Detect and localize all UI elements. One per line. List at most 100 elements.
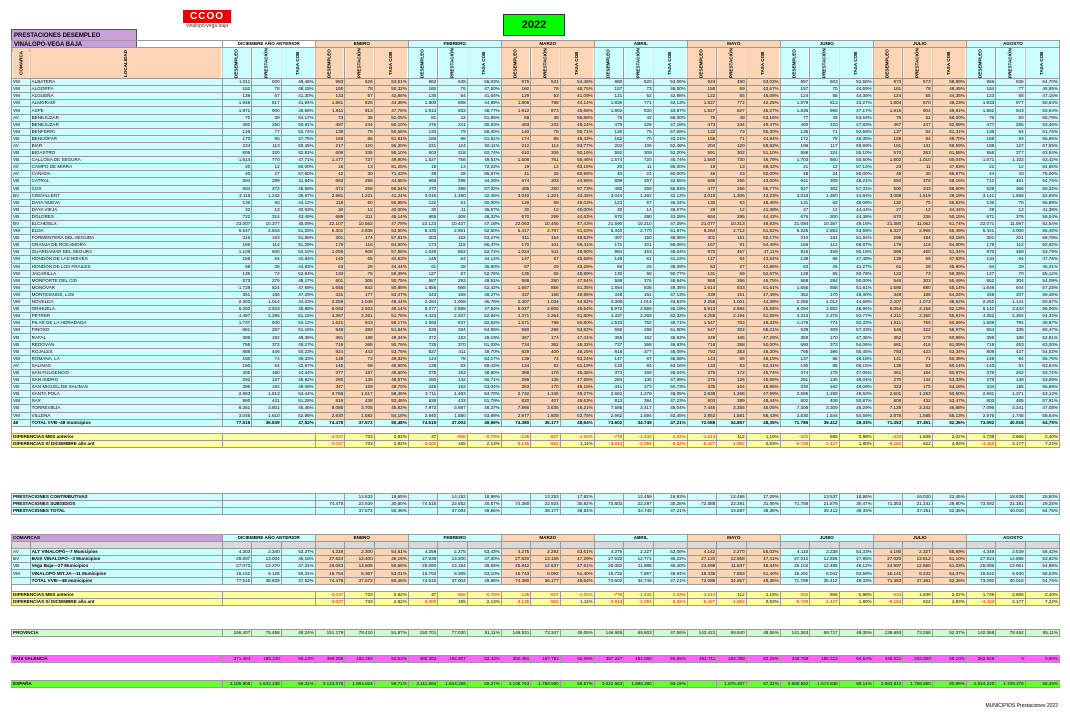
cell: 2.662 <box>593 390 625 399</box>
table-row: VB GRANJA DE ROCAMORA 186 114 61,29% 179 116 64… <box>11 241 1061 250</box>
cell: 2.292 <box>530 548 561 557</box>
table-row: VB CATRAL 694 289 41,64% 663 296 44,65% 666 295 44… <box>11 177 1061 186</box>
cell: 50,68% <box>373 562 409 571</box>
table-row: VM ELDA 5.547 2.843 51,25% 5.301 2.836 53,50% 5.… <box>11 227 1061 236</box>
cell: 121 <box>593 92 625 101</box>
diff-cell: 733 <box>344 590 375 599</box>
cell: 288 <box>623 326 654 335</box>
cell: 48,45% <box>931 85 967 94</box>
cell: 49,51% <box>466 156 502 165</box>
cell: 3.088 <box>872 191 904 200</box>
cell: 82 <box>530 361 561 370</box>
cell: 43,45% <box>559 191 595 200</box>
cell: 188 <box>995 333 1026 342</box>
table-row: VM ALBATERA 1.011 500 49,46% 983 526 53,51% 962 5… <box>11 78 1061 87</box>
cell: 554 <box>965 326 997 335</box>
cell: 2.852 <box>686 411 718 420</box>
cell: 137 <box>779 354 811 363</box>
cell: 13 <box>344 163 375 172</box>
cell: 188 <box>902 290 933 300</box>
cell: 53,05% <box>1024 376 1061 385</box>
cell: 145 <box>407 255 439 264</box>
desempleo-cell <box>686 507 718 516</box>
cell: 411 <box>437 347 468 356</box>
cell: 49,05% <box>559 628 595 638</box>
table-row: VB REDOVÁN 755 372 49,27% 719 365 50,76% 725 370 5… <box>11 340 1061 349</box>
cell: 47,75% <box>280 134 316 143</box>
total-cell: 71.786 <box>779 418 811 427</box>
cell: 11.597 <box>995 219 1026 229</box>
diff-cell: -433 <box>872 590 904 599</box>
cell: 39,39% <box>652 262 688 271</box>
cell: 72.088 <box>686 576 718 585</box>
cell: 866 <box>809 106 840 115</box>
cell: 224 <box>221 141 253 151</box>
diff-cell: 1,80% <box>838 439 874 448</box>
cell: 570 <box>872 149 904 158</box>
cell: 94 <box>995 134 1026 143</box>
cell: 50,50% <box>931 390 967 399</box>
cell: 55,88% <box>559 113 595 122</box>
cell: 20 <box>593 163 625 172</box>
cell: 168 <box>623 368 654 378</box>
diff-cell: -1.514 <box>686 432 718 441</box>
cell: 165 <box>716 333 747 342</box>
cell: 355 <box>593 333 625 342</box>
dic-header: DICIEMBRE AÑO ANTERIOR <box>221 39 316 49</box>
cell: VB <box>11 156 31 165</box>
cell: 6.054 <box>872 305 904 314</box>
cell: 55,83% <box>652 184 688 193</box>
cell: 1.508 <box>500 156 532 165</box>
cell: 53,34% <box>931 347 967 356</box>
cell: 188 <box>344 333 375 342</box>
diff-cell: -6.162 <box>872 439 904 448</box>
cell: VB <box>11 383 31 392</box>
total-cell: 35.412 <box>809 418 840 427</box>
cell: 58 <box>530 198 561 207</box>
diff-cell: -433 <box>872 432 904 441</box>
cell: 2.862 <box>809 305 840 314</box>
cell: 55,53% <box>1024 569 1061 578</box>
spacer-row <box>11 541 1061 550</box>
cell: 46,79% <box>745 156 781 165</box>
cell: 280 <box>530 184 561 193</box>
spacer <box>623 541 654 550</box>
cell: 25.082 <box>593 562 625 571</box>
cell: 12.658 <box>716 555 747 564</box>
benefit-rate: 29,90% <box>931 500 967 509</box>
cell: 357.227 <box>593 654 625 664</box>
cell: 1.613 <box>251 390 282 399</box>
cell: 74.478 <box>314 576 346 585</box>
cell: 48,62% <box>931 297 967 307</box>
cell: 16 <box>314 163 346 172</box>
cell: 128 <box>779 269 811 278</box>
cell: 136 <box>965 198 997 207</box>
cell: 407 <box>530 397 561 406</box>
cell: 1.263 <box>902 390 933 399</box>
cell: 73.347 <box>530 628 561 638</box>
cell: 51,87% <box>652 227 688 236</box>
cell: 133 <box>314 269 346 278</box>
cell: VB <box>11 241 31 250</box>
cell: 606 <box>221 149 253 158</box>
cell: 157 <box>593 85 625 94</box>
cell: 45,65% <box>745 376 781 385</box>
cell: 54 <box>251 255 282 264</box>
cell: 1.012 <box>809 297 840 307</box>
cell: 446 <box>251 347 282 356</box>
cell: 5.913 <box>686 305 718 314</box>
cell: 1.610 <box>251 411 282 420</box>
cell: 11.988 <box>623 562 654 571</box>
cell: 8.042 <box>809 569 840 578</box>
diff-cell: 0,83% <box>745 439 781 448</box>
cell: 50,00% <box>838 276 874 285</box>
diff-cell: -1.432 <box>623 590 654 599</box>
cell: 477 <box>686 184 718 193</box>
cell: 164 <box>965 85 997 94</box>
cell: 48,30% <box>745 347 781 356</box>
cell: VB <box>11 184 31 193</box>
cell: 44,14% <box>559 99 595 108</box>
cell: 32 <box>221 205 253 214</box>
cell: 47,17% <box>838 106 874 115</box>
total-cell: 77.515 <box>221 418 253 427</box>
